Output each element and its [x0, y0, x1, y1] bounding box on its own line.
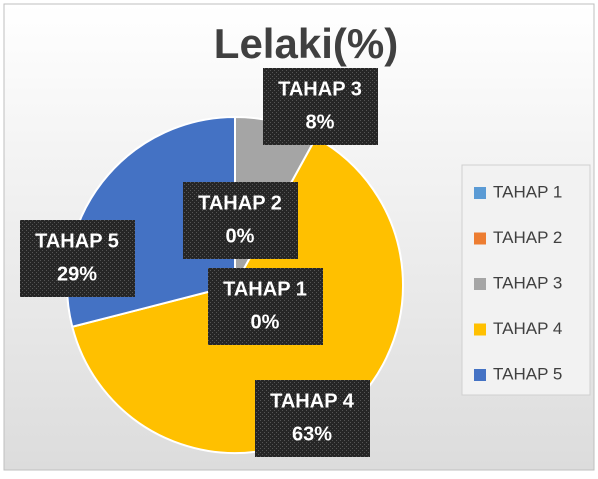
data-label-box: [255, 380, 370, 457]
legend-label: TAHAP 2: [493, 228, 562, 247]
legend-label: TAHAP 1: [493, 182, 562, 201]
data-label-box: [263, 68, 378, 145]
legend-swatch: [474, 323, 486, 336]
legend-swatch: [474, 278, 486, 290]
data-label-name: TAHAP 2: [198, 192, 282, 214]
data-label-value: 63%: [292, 423, 332, 445]
data-label-name: TAHAP 5: [35, 230, 119, 252]
legend-swatch: [474, 369, 486, 381]
data-label-name: TAHAP 1: [223, 278, 307, 300]
legend-label: TAHAP 3: [493, 273, 562, 292]
data-label-box: [183, 182, 298, 259]
data-label-value: 0%: [251, 311, 280, 333]
data-label-value: 29%: [57, 263, 97, 285]
legend-swatch: [474, 187, 486, 199]
data-label-value: 8%: [306, 111, 335, 133]
data-label-value: 0%: [226, 225, 255, 247]
data-label-box: [20, 220, 135, 297]
data-label-name: TAHAP 3: [278, 78, 362, 100]
chart-title: Lelaki(%): [214, 20, 398, 67]
legend-label: TAHAP 4: [493, 319, 562, 338]
legend-swatch: [474, 232, 486, 245]
data-label-name: TAHAP 4: [270, 390, 355, 412]
legend-label: TAHAP 5: [493, 364, 562, 383]
data-label-box: [208, 268, 323, 345]
